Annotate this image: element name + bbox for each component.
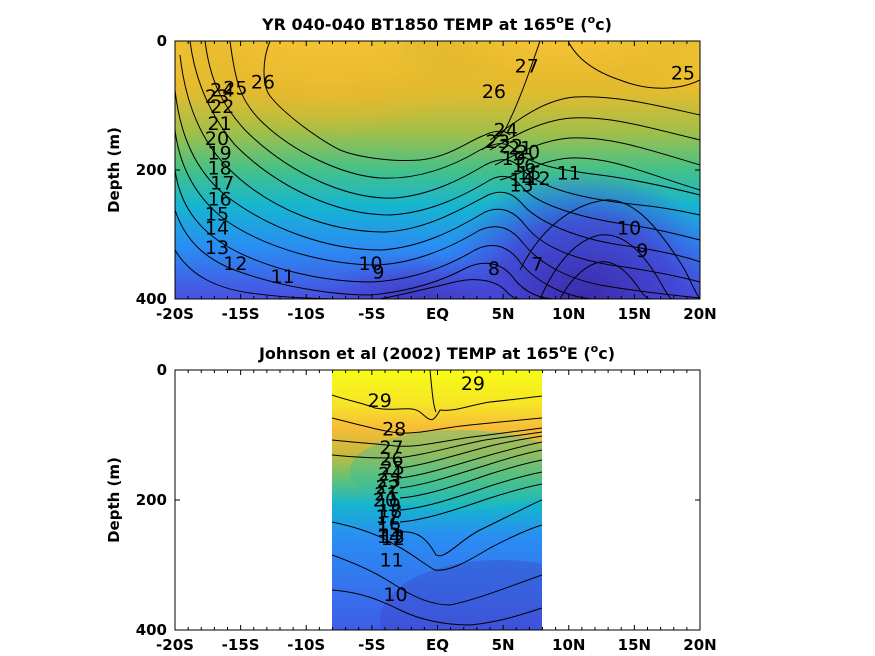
bottom-contour-label: 12 (381, 528, 405, 550)
top-colored-field (175, 41, 700, 299)
bottom-contour-lines (332, 370, 542, 626)
top-y-tick-label: 200 (136, 161, 167, 179)
bottom-contour-label: 14 (377, 526, 401, 548)
top-contour-label: 9 (636, 240, 648, 262)
top-x-tick-label: EQ (426, 305, 449, 323)
bottom-x-tick-label: EQ (426, 636, 449, 654)
top-contour-label: 10 (358, 253, 382, 275)
bottom-y-tick-label: 0 (157, 361, 167, 379)
top-contour-label: 7 (531, 254, 543, 276)
bottom-contour-label: 19 (377, 495, 401, 517)
bottom-contour-label: 23 (377, 470, 401, 492)
top-contour-label: 15 (517, 163, 541, 185)
bottom-contour-label: 18 (378, 501, 402, 523)
top-contour-lines (175, 41, 700, 299)
top-x-tick-label: 15N (618, 305, 651, 323)
top-x-tick-label: -10S (287, 305, 325, 323)
top-contour-label: 16 (208, 188, 232, 210)
top-contour-label: 16 (512, 155, 536, 177)
bottom-contour-labels: 29 29 282726252423222120191817161514131211… (368, 373, 485, 606)
top-contour-label: 19 (208, 143, 232, 165)
top-contour-label: 13 (509, 174, 533, 196)
top-y-axis-label: Depth (m) (105, 127, 123, 213)
bottom-contour-label: 13 (381, 526, 405, 548)
top-x-tick-label: 5N (492, 305, 515, 323)
bottom-contour-label: 11 (379, 549, 403, 571)
bottom-x-tick-label: 15N (618, 636, 651, 654)
top-contour-label: 23 (205, 86, 229, 108)
bottom-contour-label: 29 (368, 390, 392, 412)
bottom-y-tick-label: 400 (136, 621, 167, 639)
top-x-tick-label: 20N (683, 305, 716, 323)
top-contour-label: 13 (205, 237, 229, 259)
top-axes: -20S -15S -10S -5S EQ 5N 10N 15N 20N 0 200 400 (136, 32, 717, 323)
bottom-chart-title: Johnson et al (2002) TEMP at 165oE (oc) (258, 342, 615, 363)
top-contour-label: 10 (617, 218, 641, 240)
bottom-x-tick-label: 20N (683, 636, 716, 654)
top-contour-label: 22 (499, 136, 523, 158)
top-contour-label: 24 (210, 79, 234, 101)
top-contour-label: 26 (251, 72, 275, 94)
top-contour-label: 27 (515, 56, 539, 78)
bottom-contour-label: 20 (373, 490, 397, 512)
top-chart-title: YR 040-040 BT1850 TEMP at 165oE (oc) (261, 13, 612, 34)
bottom-contour-label: 25 (381, 458, 405, 480)
bottom-y-axis-label: Depth (m) (105, 457, 123, 543)
top-contour-label: 11 (271, 266, 295, 288)
bottom-contour-label: 28 (382, 419, 406, 441)
top-x-tick-label: -20S (156, 305, 194, 323)
bottom-x-tick-label: -10S (287, 636, 325, 654)
bottom-contour-label: 16 (377, 513, 401, 535)
top-contour-label: 21 (208, 113, 232, 135)
bottom-contour-label: 24 (378, 464, 402, 486)
bottom-colored-field (332, 370, 542, 630)
top-contour-panel: YR 040-040 BT1850 TEMP at 165oE (oc) (105, 13, 717, 323)
bottom-y-tick-label: 200 (136, 491, 167, 509)
top-contour-label: 20 (205, 128, 229, 150)
bottom-x-tick-label: -15S (222, 636, 260, 654)
bottom-x-tick-label: -5S (358, 636, 385, 654)
bottom-x-tick-label: 5N (492, 636, 515, 654)
bottom-contour-label: 29 (461, 373, 485, 395)
bottom-contour-label: 21 (374, 484, 398, 506)
bottom-axes: -20S -15S -10S -5S EQ 5N 10N 15N 20N 0 200 400 (136, 361, 717, 654)
top-contour-label: 14 (205, 218, 229, 240)
top-contour-label: 25 (223, 78, 247, 100)
top-contour-label: 17 (210, 172, 234, 194)
bottom-contour-panel: Johnson et al (2002) TEMP at 165oE (oc) (105, 342, 717, 654)
top-contour-label: 20 (516, 141, 540, 163)
top-contour-label: 22 (210, 96, 234, 118)
top-contour-label: 12 (223, 253, 247, 275)
top-contour-label: 26 (482, 81, 506, 103)
top-contour-label: 15 (205, 203, 229, 225)
top-x-tick-label: -5S (358, 305, 385, 323)
bottom-contour-label: 27 (379, 437, 403, 459)
top-contour-label: 14 (509, 169, 533, 191)
top-x-tick-label: -15S (222, 305, 260, 323)
top-y-tick-label: 400 (136, 290, 167, 308)
bottom-contour-label: 26 (379, 449, 403, 471)
top-contour-label: 8 (488, 258, 500, 280)
top-contour-label: 9 (372, 261, 384, 283)
bottom-contour-label: 10 (383, 584, 407, 606)
top-contour-label: 11 (557, 163, 581, 185)
top-y-tick-label: 0 (157, 32, 167, 50)
top-contour-label: 19 (502, 148, 526, 170)
bottom-contour-label: 17 (376, 506, 400, 528)
bottom-contour-label: 22 (376, 477, 400, 499)
top-contour-label: 12 (526, 168, 550, 190)
bottom-x-tick-label: 10N (552, 636, 585, 654)
top-contour-label: 24 (494, 119, 518, 141)
top-contour-label: 21 (508, 138, 532, 160)
top-contour-label: 23 (486, 131, 510, 153)
top-contour-label: 25 (671, 63, 695, 85)
bottom-contour-label: 15 (377, 519, 401, 541)
top-x-tick-label: 10N (552, 305, 585, 323)
top-contour-label: 18 (208, 158, 232, 180)
bottom-x-tick-label: -20S (156, 636, 194, 654)
